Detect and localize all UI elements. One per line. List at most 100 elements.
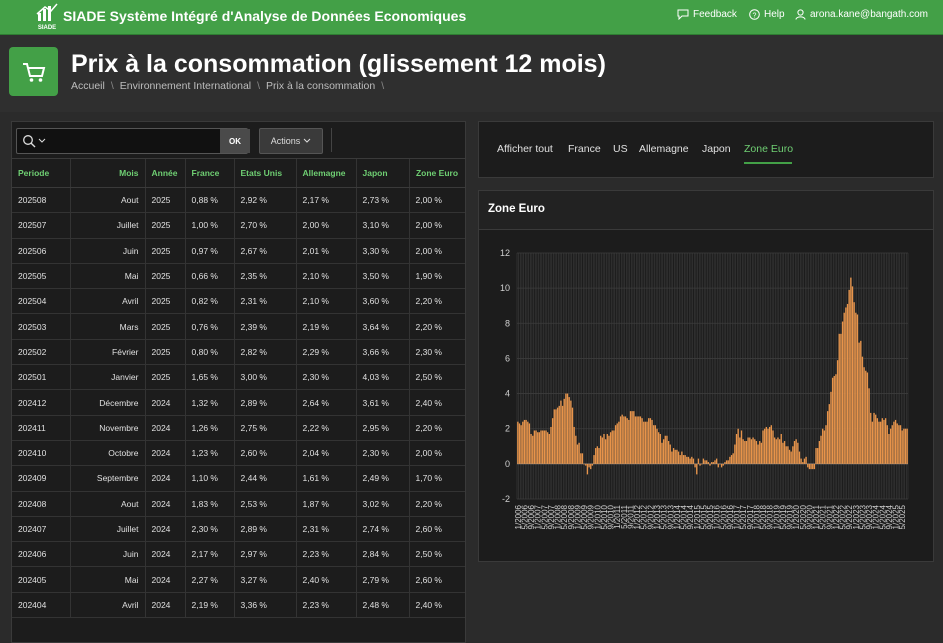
bar[interactable] bbox=[894, 419, 897, 464]
bar[interactable] bbox=[533, 430, 536, 464]
bar[interactable] bbox=[644, 421, 647, 464]
bar[interactable] bbox=[702, 458, 705, 464]
bar[interactable] bbox=[583, 463, 585, 465]
bar[interactable] bbox=[530, 433, 532, 464]
bar[interactable] bbox=[551, 418, 554, 464]
column-header-etats-unis[interactable]: Etats Unis bbox=[234, 159, 297, 188]
bar[interactable] bbox=[613, 430, 615, 464]
bar[interactable] bbox=[868, 388, 870, 464]
bar[interactable] bbox=[657, 432, 660, 464]
bar[interactable] bbox=[845, 307, 847, 464]
bar[interactable] bbox=[878, 421, 880, 464]
bar[interactable] bbox=[757, 444, 759, 464]
bar[interactable] bbox=[545, 430, 547, 464]
bar[interactable] bbox=[884, 418, 887, 464]
bar[interactable] bbox=[608, 435, 610, 464]
bar[interactable] bbox=[666, 435, 668, 464]
bar[interactable] bbox=[561, 405, 564, 464]
bar[interactable] bbox=[654, 425, 657, 464]
table-row[interactable]: 202506 Juin 2025 0,97 % 2,67 % 2,01 % 3,30 % 2,… bbox=[12, 238, 465, 264]
bar[interactable] bbox=[565, 393, 567, 464]
bar[interactable] bbox=[709, 463, 711, 466]
bar[interactable] bbox=[742, 439, 744, 464]
bar[interactable] bbox=[778, 439, 781, 464]
bar[interactable] bbox=[590, 463, 592, 470]
bar[interactable] bbox=[623, 416, 625, 464]
bar[interactable] bbox=[800, 458, 802, 464]
tab-allemagne[interactable]: Allemagne bbox=[639, 143, 689, 155]
bar[interactable] bbox=[631, 411, 633, 464]
bar[interactable] bbox=[730, 455, 733, 464]
bar[interactable] bbox=[639, 416, 642, 464]
bar[interactable] bbox=[792, 446, 794, 464]
table-row[interactable]: 202508 Aout 2025 0,88 % 2,92 % 2,17 % 2,73 % 2,… bbox=[12, 187, 465, 214]
bar[interactable] bbox=[815, 448, 817, 464]
bar[interactable] bbox=[568, 397, 570, 464]
bar[interactable] bbox=[691, 456, 693, 464]
bar[interactable] bbox=[870, 412, 872, 464]
bar[interactable] bbox=[817, 448, 819, 464]
bar[interactable] bbox=[704, 460, 706, 464]
bar[interactable] bbox=[889, 428, 892, 464]
bar[interactable] bbox=[833, 376, 835, 464]
bar[interactable] bbox=[518, 423, 521, 464]
bar[interactable] bbox=[715, 458, 718, 464]
bar[interactable] bbox=[591, 463, 594, 466]
bar[interactable] bbox=[697, 458, 700, 464]
bar[interactable] bbox=[707, 462, 710, 464]
bar[interactable] bbox=[667, 441, 670, 464]
bar[interactable] bbox=[659, 433, 661, 464]
bar[interactable] bbox=[525, 419, 527, 464]
bar[interactable] bbox=[820, 435, 822, 464]
bar[interactable] bbox=[720, 463, 723, 468]
bar[interactable] bbox=[629, 411, 632, 464]
bar[interactable] bbox=[679, 455, 681, 464]
table-row[interactable]: 202502 Février 2025 0,80 % 2,82 % 2,29 % 3,66 … bbox=[12, 339, 465, 366]
bar[interactable] bbox=[636, 416, 638, 464]
bar[interactable] bbox=[773, 437, 776, 464]
bar[interactable] bbox=[598, 448, 600, 464]
bar[interactable] bbox=[649, 418, 652, 464]
bar[interactable] bbox=[807, 463, 809, 468]
bar[interactable] bbox=[537, 432, 539, 464]
bar[interactable] bbox=[752, 437, 754, 464]
bar[interactable] bbox=[904, 428, 907, 464]
bar[interactable] bbox=[550, 426, 552, 464]
bar[interactable] bbox=[858, 342, 860, 464]
bar[interactable] bbox=[798, 451, 801, 464]
table-row[interactable]: 202410 Octobre 2024 1,23 % 2,60 % 2,04 % 2,30 … bbox=[12, 440, 465, 467]
bar[interactable] bbox=[566, 393, 569, 464]
bar[interactable] bbox=[570, 400, 572, 464]
bar[interactable] bbox=[686, 456, 688, 464]
bar[interactable] bbox=[732, 453, 734, 464]
bar[interactable] bbox=[775, 439, 777, 464]
bar[interactable] bbox=[734, 444, 736, 464]
siade-logo[interactable]: SIADE bbox=[35, 3, 59, 31]
bar[interactable] bbox=[543, 430, 545, 464]
bar[interactable] bbox=[861, 356, 864, 464]
bar[interactable] bbox=[772, 430, 774, 464]
table-row[interactable]: 202406 Juin 2024 2,17 % 2,97 % 2,23 % 2,84 % 2,… bbox=[12, 541, 465, 568]
bar[interactable] bbox=[881, 418, 883, 464]
bar[interactable] bbox=[596, 446, 599, 464]
bar[interactable] bbox=[671, 451, 673, 464]
table-row[interactable]: 202503 Mars 2025 0,76 % 2,39 % 2,19 % 3,64 % 2,… bbox=[12, 313, 465, 340]
bar[interactable] bbox=[830, 391, 832, 464]
bar[interactable] bbox=[750, 439, 753, 464]
bar[interactable] bbox=[855, 312, 857, 464]
bar[interactable] bbox=[609, 432, 612, 464]
bar[interactable] bbox=[749, 437, 751, 464]
bar[interactable] bbox=[760, 442, 763, 464]
bar[interactable] bbox=[875, 414, 877, 464]
actions-button[interactable]: Actions bbox=[259, 128, 323, 154]
bar[interactable] bbox=[795, 439, 797, 464]
bar[interactable] bbox=[595, 448, 597, 464]
bar[interactable] bbox=[601, 437, 603, 464]
bar[interactable] bbox=[581, 453, 584, 464]
column-header-mois[interactable]: Mois bbox=[70, 159, 146, 188]
bar[interactable] bbox=[848, 289, 850, 464]
bar[interactable] bbox=[677, 451, 680, 464]
bar[interactable] bbox=[628, 419, 630, 464]
bar[interactable] bbox=[735, 433, 738, 464]
bar[interactable] bbox=[633, 411, 635, 464]
